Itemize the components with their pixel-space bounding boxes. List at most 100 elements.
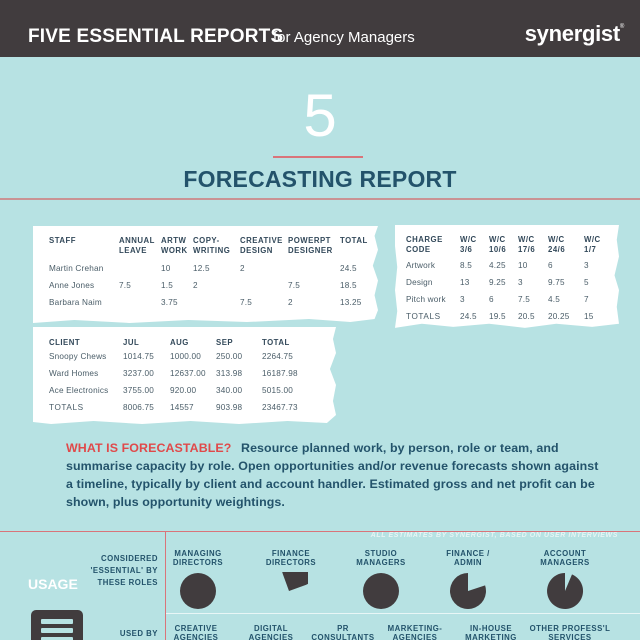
pie-studio-managers-icon	[363, 573, 399, 609]
pie-account-managers-icon	[547, 573, 584, 609]
client-name: Ward Homes	[49, 369, 99, 378]
table-row: Snoopy Chews 1014.75 1000.00 250.00 2264…	[49, 352, 312, 369]
cell: 24.5	[460, 312, 477, 321]
cell: 6	[489, 295, 494, 304]
cell: 8006.75	[123, 403, 154, 412]
col-header: TOTAL	[262, 338, 290, 347]
sector-creative-agencies: CREATIVE AGENCIES	[173, 624, 219, 640]
table-header-row: STAFF ANNUAL LEAVE ARTW WORK COPY- WRITING …	[49, 236, 370, 256]
cell: 7.5	[119, 281, 131, 290]
table-row-totals: TOTALS 8006.75 14557 903.98 23467.73	[49, 403, 312, 420]
cell: 3	[518, 278, 523, 287]
cell: 1.5	[161, 281, 173, 290]
table-row: Barbara Naim 3.75 7.5 2 13.25	[49, 298, 370, 315]
col-header: W/C 3/6	[460, 235, 477, 254]
staff-name: Martin Crehan	[49, 264, 104, 273]
number-divider	[273, 156, 363, 158]
cell: 3237.00	[123, 369, 154, 378]
cell: 9.75	[548, 278, 565, 287]
forecastable-description: WHAT IS FORECASTABLE? Resource planned w…	[66, 439, 606, 511]
col-header: CHARGE CODE	[406, 235, 443, 254]
page-subtitle: for Agency Managers	[273, 29, 415, 46]
role-studio-managers: STUDIO MANAGERS	[356, 549, 406, 567]
cell: 12.5	[193, 264, 210, 273]
page-title: FIVE ESSENTIAL REPORTS	[28, 26, 284, 47]
cell: 3	[460, 295, 465, 304]
sector-digital-agencies: DIGITAL AGENCIES	[248, 624, 294, 640]
cell: 10	[518, 261, 528, 270]
cell	[288, 264, 340, 281]
col-header: COPY- WRITING	[193, 236, 231, 255]
cell: 12637.00	[170, 369, 206, 378]
usage-vertical-divider	[165, 531, 166, 640]
table-header-row: CHARGE CODE W/C 3/6 W/C 10/6 W/C 17/6 W/C 24/…	[406, 235, 608, 255]
forecastable-heading: WHAT IS FORECASTABLE?	[66, 441, 232, 455]
sector-pr-consultants: PR CONSULTANTS	[311, 624, 375, 640]
pie-managing-directors-icon	[180, 573, 216, 609]
staff-table-card: STAFF ANNUAL LEAVE ARTW WORK COPY- WRITING …	[33, 226, 378, 324]
cell-total: 5015.00	[262, 386, 293, 395]
col-header: W/C 10/6	[489, 235, 507, 254]
totals-label: TOTALS	[49, 403, 84, 412]
cell: 6	[548, 261, 553, 270]
usage-row-divider	[166, 613, 640, 614]
usage-top-divider	[0, 531, 640, 532]
cell: 313.98	[216, 369, 243, 378]
staff-table: STAFF ANNUAL LEAVE ARTW WORK COPY- WRITING …	[49, 236, 370, 315]
client-name: Ace Electronics	[49, 386, 109, 395]
cell: 3755.00	[123, 386, 154, 395]
table-row: Ace Electronics 3755.00 920.00 340.00 50…	[49, 386, 312, 403]
cell: 1000.00	[170, 352, 201, 361]
col-header: POWERPT DESIGNER	[288, 236, 333, 255]
cell: 2	[288, 298, 293, 307]
charge-code: Artwork	[406, 261, 436, 270]
staff-name: Anne Jones	[49, 281, 95, 290]
col-header: ARTW WORK	[161, 236, 188, 255]
col-header: CLIENT	[49, 338, 81, 347]
cell: 7.5	[518, 295, 530, 304]
title-divider	[0, 198, 640, 200]
table-row: Anne Jones 7.5 1.5 2 7.5 18.5	[49, 281, 370, 298]
col-header: STAFF	[49, 236, 77, 245]
cell: 1014.75	[123, 352, 154, 361]
registered-mark: ®	[619, 24, 624, 30]
cell: 14557	[170, 403, 194, 412]
col-header: W/C 24/6	[548, 235, 566, 254]
pie-finance-admin-icon	[449, 573, 486, 609]
cell: 10	[161, 264, 171, 273]
cell	[193, 298, 240, 315]
cell: 4.5	[548, 295, 560, 304]
col-header: W/C 17/6	[518, 235, 536, 254]
cell: 3.75	[161, 298, 178, 307]
cell	[119, 264, 161, 281]
col-header: JUL	[123, 338, 140, 347]
cell-total: 2264.75	[262, 352, 293, 361]
cell: 2	[193, 281, 198, 290]
cell: 7	[584, 295, 589, 304]
cell	[119, 298, 161, 315]
table-header-row: CLIENT JUL AUG SEP TOTAL	[49, 338, 312, 348]
logo-text: synergist	[524, 21, 620, 46]
usage-heading: USAGE	[28, 576, 78, 592]
header-bar: FIVE ESSENTIAL REPORTS for Agency Manage…	[0, 0, 640, 57]
cell: 340.00	[216, 386, 243, 395]
cell: 20.5	[518, 312, 535, 321]
cell: 20.25	[548, 312, 570, 321]
charge-code-table: CHARGE CODE W/C 3/6 W/C 10/6 W/C 17/6 W/C 24/…	[406, 235, 608, 328]
cell-total: 23467.73	[262, 403, 298, 412]
cell: 7.5	[288, 281, 300, 290]
cell: 2	[240, 264, 245, 273]
cell-total: 18.5	[340, 281, 357, 290]
synergist-logo[interactable]: synergist®	[524, 21, 625, 47]
col-header: AUG	[170, 338, 189, 347]
cell: 8.5	[460, 261, 472, 270]
cell: 19.5	[489, 312, 506, 321]
client-table: CLIENT JUL AUG SEP TOTAL Snoopy Chews 10…	[49, 338, 312, 420]
estimates-note: ALL ESTIMATES BY SYNERGIST, BASED ON USE…	[370, 532, 618, 539]
sector-other-professional-services: OTHER PROFESS'L SERVICES	[529, 624, 611, 640]
role-finance-admin: FINANCE / ADMIN	[446, 549, 490, 567]
charge-code: Design	[406, 278, 433, 287]
role-managing-directors: MANAGING DIRECTORS	[172, 549, 224, 567]
col-header: CREATIVE DESIGN	[240, 236, 283, 255]
role-account-managers: ACCOUNT MANAGERS	[540, 549, 590, 567]
